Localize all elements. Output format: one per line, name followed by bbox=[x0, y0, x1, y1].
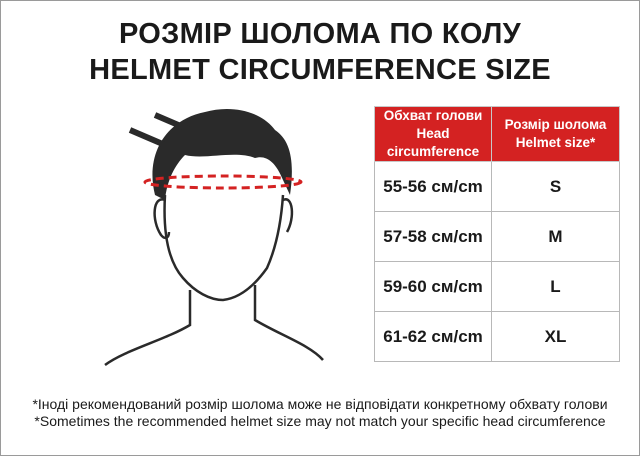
title-english: HELMET CIRCUMFERENCE SIZE bbox=[89, 54, 551, 86]
footnote-english: *Sometimes the recommended helmet size m… bbox=[34, 413, 606, 429]
header-head-circumference: Обхват голови Head circumference bbox=[374, 106, 492, 162]
circumference-cell: 55-56 см/cm bbox=[374, 161, 492, 212]
table-row: 59-60 см/cm L bbox=[374, 261, 620, 312]
header-label-en: Helmet size* bbox=[515, 135, 596, 150]
header-label-uk: Обхват голови bbox=[383, 108, 483, 123]
header-label-uk: Розмір шолома bbox=[504, 117, 607, 132]
footnote-ukrainian: *Іноді рекомендований розмір шолома може… bbox=[32, 396, 608, 412]
table-row: 61-62 см/cm XL bbox=[374, 311, 620, 362]
table-row: 55-56 см/cm S bbox=[374, 161, 620, 212]
circumference-cell: 59-60 см/cm bbox=[374, 261, 492, 312]
table-header-row: Обхват голови Head circumference Розмір ш… bbox=[374, 106, 620, 162]
circumference-cell: 57-58 см/cm bbox=[374, 211, 492, 262]
header-helmet-size: Розмір шолома Helmet size* bbox=[491, 106, 620, 162]
size-cell: M bbox=[491, 211, 620, 262]
size-cell: S bbox=[491, 161, 620, 212]
header-label-en: Head circumference bbox=[386, 126, 480, 159]
size-cell: XL bbox=[491, 311, 620, 362]
table-row: 57-58 см/cm M bbox=[374, 211, 620, 262]
title-ukrainian: РОЗМІР ШОЛОМА ПО КОЛУ bbox=[118, 18, 522, 50]
head-silhouette-icon bbox=[104, 109, 324, 367]
size-table: Обхват голови Head circumference Розмір ш… bbox=[374, 106, 620, 362]
size-cell: L bbox=[491, 261, 620, 312]
circumference-cell: 61-62 см/cm bbox=[374, 311, 492, 362]
